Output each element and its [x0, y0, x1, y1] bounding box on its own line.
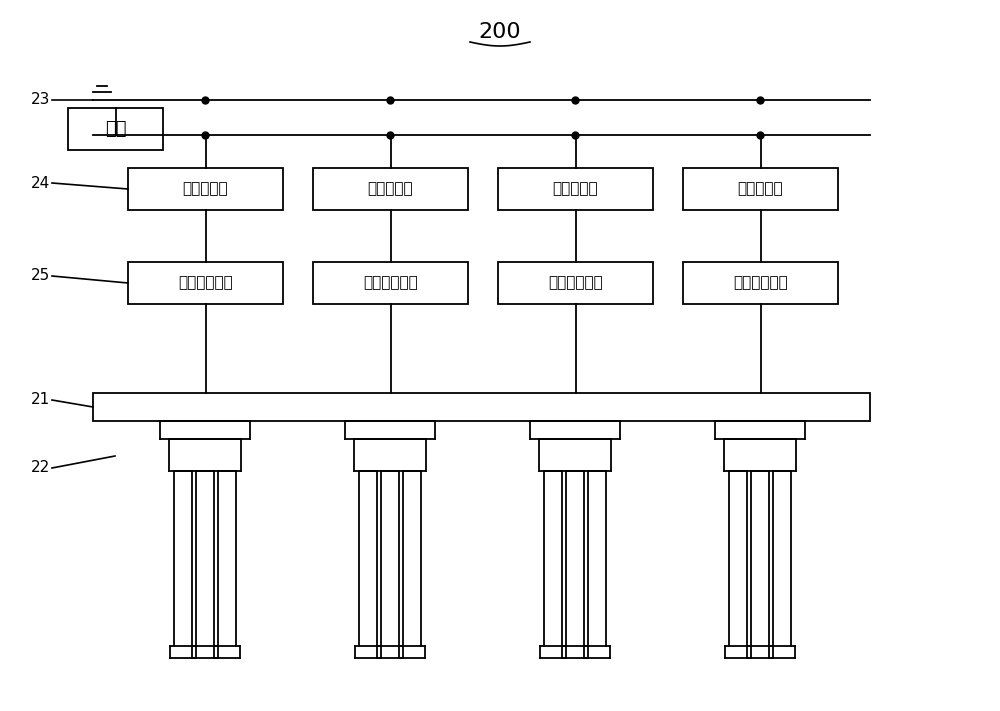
Text: 支腿液压油缸: 支腿液压油缸	[733, 275, 788, 291]
Bar	[68, 108, 163, 150]
Text: 比例电磁阀: 比例电磁阀	[368, 181, 413, 196]
Bar	[683, 262, 838, 304]
Text: 25: 25	[31, 269, 50, 284]
Text: 油泵: 油泵	[105, 120, 126, 138]
Text: 支腿液压油缸: 支腿液压油缸	[178, 275, 233, 291]
Bar	[498, 168, 653, 210]
Text: 比例电磁阀: 比例电磁阀	[738, 181, 783, 196]
Bar	[313, 262, 468, 304]
Bar	[128, 262, 283, 304]
Text: 支腿液压油缸: 支腿液压油缸	[363, 275, 418, 291]
Bar	[498, 262, 653, 304]
Bar	[93, 393, 870, 421]
Text: 支腿液压油缸: 支腿液压油缸	[548, 275, 603, 291]
Text: 22: 22	[31, 461, 50, 476]
Text: 21: 21	[31, 392, 50, 407]
Bar	[683, 168, 838, 210]
Bar	[313, 168, 468, 210]
Text: 200: 200	[479, 22, 521, 42]
Text: 24: 24	[31, 176, 50, 191]
Text: 23: 23	[31, 92, 50, 107]
Text: 比例电磁阀: 比例电磁阀	[183, 181, 228, 196]
Bar	[128, 168, 283, 210]
Text: 比例电磁阀: 比例电磁阀	[553, 181, 598, 196]
